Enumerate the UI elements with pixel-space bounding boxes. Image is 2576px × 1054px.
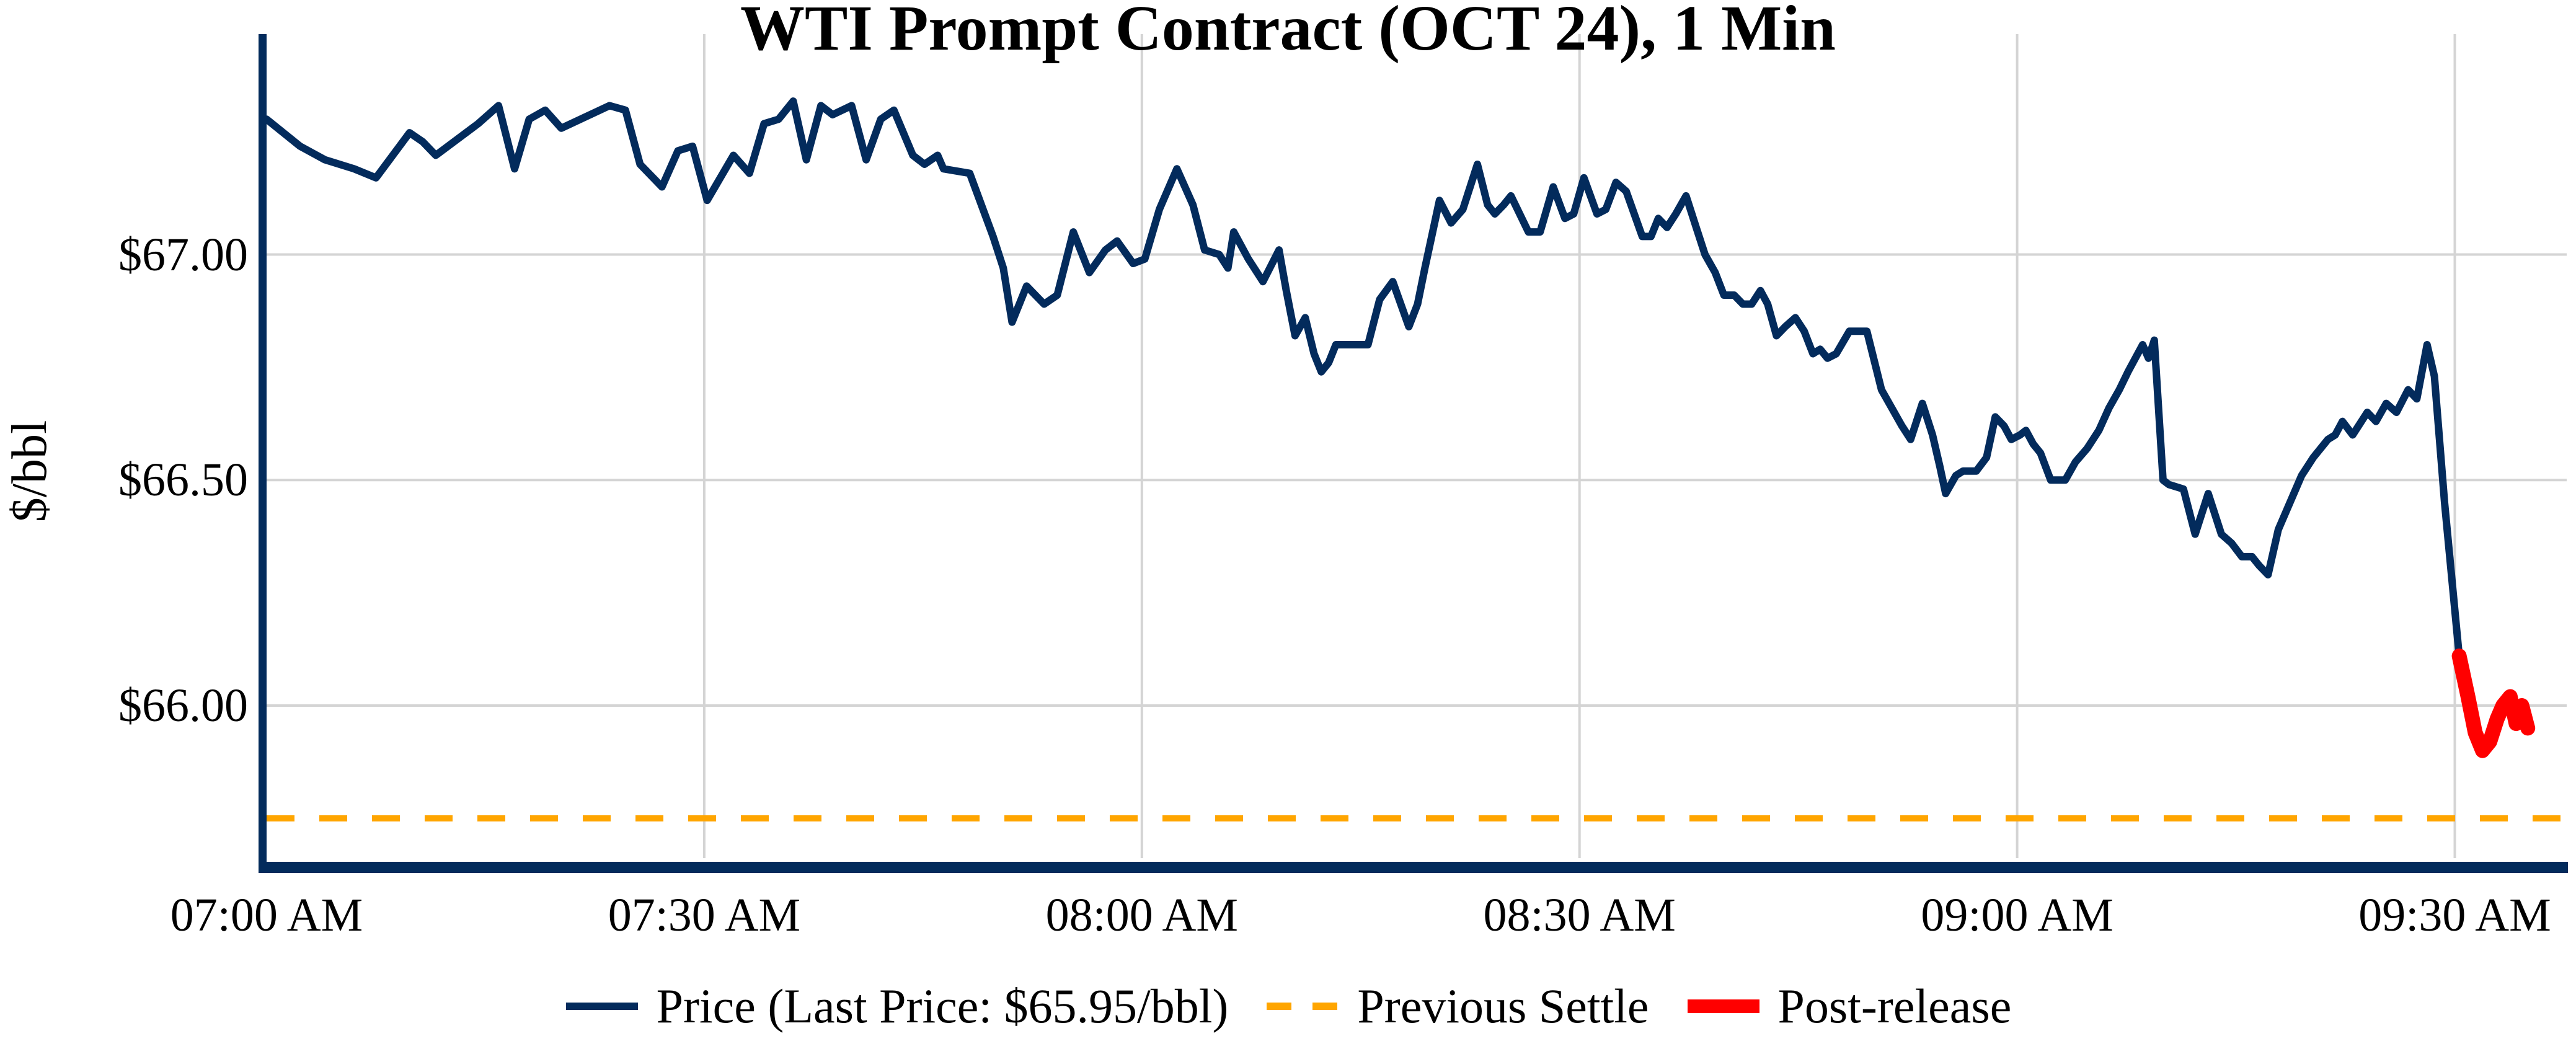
legend-item: Post-release (1686, 978, 2012, 1034)
y-tick-label: $66.00 (118, 680, 248, 732)
price-line (263, 97, 2463, 660)
x-tick-label: 09:30 AM (2358, 889, 2551, 941)
legend-label: Post-release (1777, 979, 2012, 1033)
x-tick-label: 07:00 AM (170, 889, 363, 941)
legend-label: Price (Last Price: $65.95/bbl) (656, 979, 1229, 1033)
y-axis-spine (259, 34, 267, 873)
x-tick-label: 08:30 AM (1483, 889, 1676, 941)
legend-item: Previous Settle (1265, 978, 1649, 1034)
x-axis-spine (259, 862, 2568, 873)
legend-item: Price (Last Price: $65.95/bbl) (565, 978, 1229, 1034)
x-tick-label: 07:30 AM (608, 889, 801, 941)
post-release-line (2451, 649, 2536, 758)
chart-title: WTI Prompt Contract (OCT 24), 1 Min (740, 0, 1836, 64)
orange-dashed-line-icon (1267, 1003, 1339, 1010)
y-tick-label: $67.00 (118, 228, 248, 281)
navy-solid-line-icon (565, 1003, 638, 1010)
y-tick-label: $66.50 (118, 454, 248, 507)
red-thick-line-icon (1687, 999, 1759, 1013)
x-tick-label: 08:00 AM (1045, 889, 1238, 941)
x-tick-label: 09:00 AM (1921, 889, 2113, 941)
legend-label: Previous Settle (1357, 979, 1649, 1033)
legend: Price (Last Price: $65.95/bbl) Previous S… (0, 978, 2576, 1034)
